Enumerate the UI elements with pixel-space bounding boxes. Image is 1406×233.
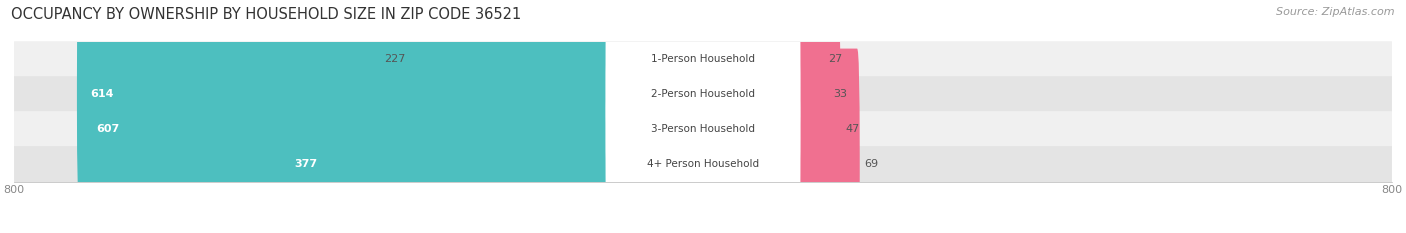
Text: 607: 607: [96, 124, 120, 134]
Text: 3-Person Household: 3-Person Household: [651, 124, 755, 134]
FancyBboxPatch shape: [796, 14, 841, 233]
Text: 27: 27: [828, 55, 842, 64]
FancyBboxPatch shape: [14, 76, 1392, 113]
FancyBboxPatch shape: [606, 14, 800, 233]
FancyBboxPatch shape: [83, 14, 610, 233]
FancyBboxPatch shape: [796, 49, 859, 233]
FancyBboxPatch shape: [77, 0, 610, 210]
Text: Source: ZipAtlas.com: Source: ZipAtlas.com: [1277, 7, 1395, 17]
FancyBboxPatch shape: [14, 111, 1392, 147]
Text: 2-Person Household: 2-Person Household: [651, 89, 755, 99]
FancyBboxPatch shape: [14, 146, 1392, 182]
Text: 1-Person Household: 1-Person Household: [651, 55, 755, 64]
Text: 377: 377: [294, 159, 318, 169]
Text: 47: 47: [845, 124, 859, 134]
Text: 227: 227: [384, 55, 406, 64]
FancyBboxPatch shape: [796, 0, 824, 175]
FancyBboxPatch shape: [606, 0, 800, 175]
FancyBboxPatch shape: [281, 49, 610, 233]
Text: OCCUPANCY BY OWNERSHIP BY HOUSEHOLD SIZE IN ZIP CODE 36521: OCCUPANCY BY OWNERSHIP BY HOUSEHOLD SIZE…: [11, 7, 522, 22]
FancyBboxPatch shape: [606, 0, 800, 210]
FancyBboxPatch shape: [411, 0, 610, 175]
Text: 33: 33: [832, 89, 846, 99]
FancyBboxPatch shape: [606, 49, 800, 233]
Text: 4+ Person Household: 4+ Person Household: [647, 159, 759, 169]
FancyBboxPatch shape: [796, 0, 828, 210]
Text: 69: 69: [865, 159, 879, 169]
FancyBboxPatch shape: [14, 41, 1392, 78]
Text: 614: 614: [90, 89, 114, 99]
